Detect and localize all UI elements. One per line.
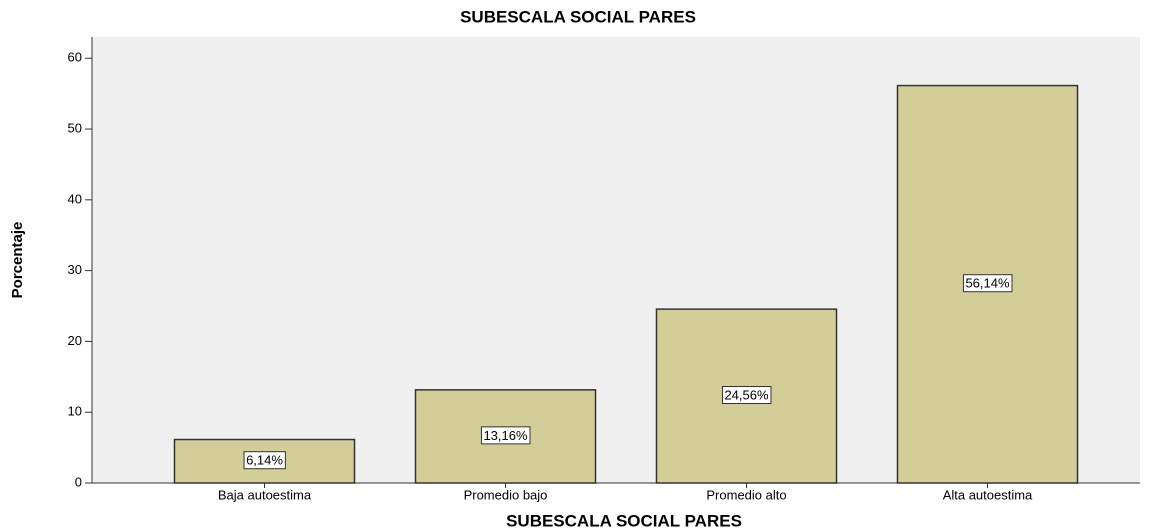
label-box bbox=[480, 426, 531, 445]
data-label: 6,14% bbox=[246, 453, 283, 468]
x-tick-label: Promedio alto bbox=[706, 487, 786, 502]
label-box bbox=[721, 386, 772, 405]
y-axis-label: Porcentaje bbox=[9, 222, 26, 299]
data-label: 24,56% bbox=[724, 388, 769, 403]
y-tick-label: 10 bbox=[68, 404, 82, 419]
x-tick-label: Baja autoestima bbox=[218, 487, 312, 502]
label-box bbox=[243, 451, 286, 470]
y-tick-label: 0 bbox=[75, 474, 82, 489]
x-tick-label: Promedio bajo bbox=[464, 487, 548, 502]
y-tick-label: 20 bbox=[68, 333, 82, 348]
chart-title: SUBESCALA SOCIAL PARES bbox=[460, 7, 696, 26]
y-tick-label: 60 bbox=[68, 50, 82, 65]
y-tick-label: 40 bbox=[68, 191, 82, 206]
x-axis-label: SUBESCALA SOCIAL PARES bbox=[506, 511, 742, 530]
x-tick-label: Alta autoestima bbox=[943, 487, 1033, 502]
label-box bbox=[962, 274, 1013, 293]
y-tick-label: 50 bbox=[68, 120, 82, 135]
data-label: 13,16% bbox=[483, 428, 528, 443]
data-label: 56,14% bbox=[965, 276, 1010, 291]
y-tick-label: 30 bbox=[68, 262, 82, 277]
